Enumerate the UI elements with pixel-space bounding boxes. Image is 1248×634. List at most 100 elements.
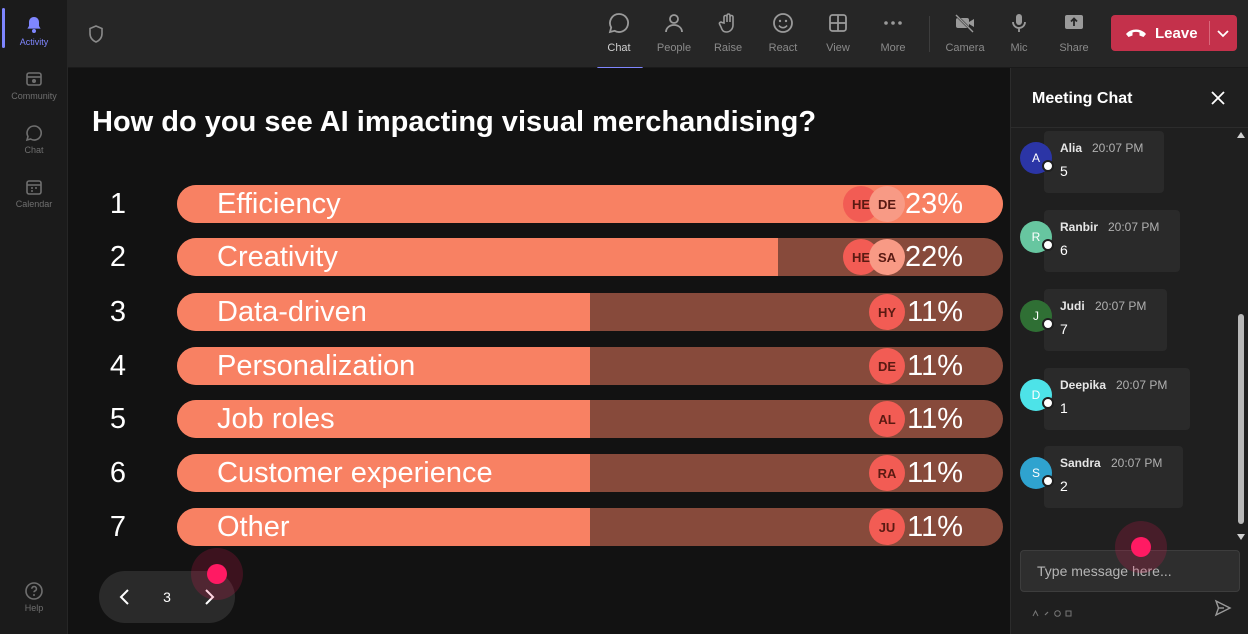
hand-icon xyxy=(715,10,741,36)
toolbar-camera-button[interactable]: Camera xyxy=(940,10,990,62)
scroll-down-icon[interactable] xyxy=(1237,534,1245,540)
toolbar-label: People xyxy=(656,42,692,54)
camera-off-icon xyxy=(952,10,978,36)
chat-message-time: 20:07 PM xyxy=(1116,378,1168,392)
chat-avatar-initial: R xyxy=(1031,230,1041,244)
poll-option-percent: 22% xyxy=(904,241,963,273)
pointer-highlight xyxy=(191,548,243,600)
app-rail: Activity Community Chat Calendar Help xyxy=(0,0,68,634)
presence-status-icon xyxy=(1042,160,1054,172)
chat-avatar[interactable]: R xyxy=(1020,221,1054,253)
poll-option-fill xyxy=(177,400,590,438)
gif-icon[interactable] xyxy=(1065,604,1072,617)
poll-option-number: 5 xyxy=(109,403,127,435)
chat-message-time: 20:07 PM xyxy=(1095,299,1147,313)
share-icon xyxy=(1061,10,1087,36)
leave-button[interactable]: Leave xyxy=(1111,15,1237,51)
more-icon xyxy=(880,10,906,36)
poll-option-number: 7 xyxy=(109,511,127,543)
rail-item-help[interactable]: Help xyxy=(0,570,68,620)
chat-message-input[interactable] xyxy=(1020,550,1240,592)
poll-option-number: 6 xyxy=(109,457,127,489)
presence-status-icon xyxy=(1042,397,1054,409)
poll-option-percent: 23% xyxy=(904,188,963,220)
rail-active-indicator xyxy=(2,8,5,48)
poll-option-row: 2 Creativity HE SA 22% xyxy=(68,238,1010,276)
chevron-down-icon[interactable] xyxy=(1215,25,1231,41)
chat-avatar[interactable]: J xyxy=(1020,300,1054,332)
poll-option-bar: Personalization DE 11% xyxy=(177,347,1003,385)
send-icon[interactable] xyxy=(1214,599,1232,617)
format-icon[interactable] xyxy=(1032,604,1039,617)
toolbar-label: Share xyxy=(1059,42,1089,54)
chat-message-text: 5 xyxy=(1060,163,1068,179)
poll-option-fill xyxy=(177,347,590,385)
chat-title: Meeting Chat xyxy=(1032,90,1133,107)
attach-icon[interactable] xyxy=(1043,604,1050,616)
chat-message-time: 20:07 PM xyxy=(1111,456,1163,470)
voter-avatar: RA xyxy=(869,455,905,491)
leave-label: Leave xyxy=(1155,24,1198,42)
toolbar-share-button[interactable]: Share xyxy=(1049,10,1099,62)
chevron-right-icon[interactable] xyxy=(197,585,221,609)
rail-item-activity[interactable]: Activity xyxy=(0,4,68,54)
leave-divider xyxy=(1209,21,1210,45)
chat-message: Alia 20:07 PM 5 xyxy=(1044,131,1164,193)
toolbar-more-button[interactable]: More xyxy=(868,10,918,62)
voter-avatar: HY xyxy=(869,294,905,330)
rail-item-calendar[interactable]: Calendar xyxy=(0,166,68,216)
voter-avatar: DE xyxy=(869,348,905,384)
chat-message-text: 7 xyxy=(1060,321,1068,337)
poll-option-percent: 11% xyxy=(907,457,963,489)
toolbar-divider xyxy=(929,16,930,52)
toolbar-chat-button[interactable]: Chat xyxy=(594,10,644,70)
toolbar-mic-button[interactable]: Mic xyxy=(994,10,1044,62)
scroll-thumb[interactable] xyxy=(1238,314,1244,524)
presence-status-icon xyxy=(1042,239,1054,251)
poll-option-fill xyxy=(177,454,590,492)
chat-scrollbar[interactable] xyxy=(1235,130,1247,542)
poll-option-label: Creativity xyxy=(217,241,338,273)
chat-message: Judi 20:07 PM 7 xyxy=(1044,289,1167,351)
chat-avatar[interactable]: A xyxy=(1020,142,1054,174)
chat-message-author: Sandra xyxy=(1060,456,1101,470)
compose-toolbar xyxy=(1032,604,1072,617)
toolbar-view-button[interactable]: View xyxy=(813,10,863,62)
emoji-icon[interactable] xyxy=(1054,604,1061,617)
slide-pager: 3 xyxy=(99,571,235,623)
presentation-stage: How do you see AI impacting visual merch… xyxy=(68,68,1010,634)
chat-avatar-initial: J xyxy=(1033,309,1039,323)
chevron-left-icon[interactable] xyxy=(113,585,137,609)
poll-option-row: 7 Other JU 11% xyxy=(68,508,1010,546)
voter-avatar: DE xyxy=(869,186,905,222)
chat-message-author: Deepika xyxy=(1060,378,1107,392)
toolbar-react-button[interactable]: React xyxy=(758,10,808,62)
rail-item-chat[interactable]: Chat xyxy=(0,112,68,162)
close-icon[interactable] xyxy=(1209,89,1227,107)
chat-message-author: Alia xyxy=(1060,141,1083,155)
poll-option-number: 1 xyxy=(109,188,127,220)
toolbar-label: React xyxy=(768,42,798,54)
poll-option-percent: 11% xyxy=(907,350,963,382)
rail-item-label: Help xyxy=(24,603,44,613)
poll-option-percent: 11% xyxy=(907,511,963,543)
chat-avatar[interactable]: D xyxy=(1020,379,1054,411)
chat-message-time: 20:07 PM xyxy=(1092,141,1144,155)
chat-header: Meeting Chat xyxy=(1011,68,1248,128)
pointer-highlight xyxy=(1115,521,1167,573)
toolbar-people-button[interactable]: People xyxy=(649,10,699,62)
shield-icon[interactable] xyxy=(86,24,106,44)
rail-item-label: Calendar xyxy=(15,199,53,209)
toolbar-label: More xyxy=(880,42,906,54)
rail-item-community[interactable]: Community xyxy=(0,58,68,108)
poll-option-label: Customer experience xyxy=(217,457,493,489)
poll-option-bar: Efficiency HE DE 23% xyxy=(177,185,1003,223)
meeting-toolbar: Chat People Raise React View More xyxy=(68,0,1248,70)
grid-icon xyxy=(825,10,851,36)
scroll-up-icon[interactable] xyxy=(1237,132,1245,138)
voter-avatar: AL xyxy=(869,401,905,437)
poll-option-number: 3 xyxy=(109,296,127,328)
chat-avatar[interactable]: S xyxy=(1020,457,1054,489)
poll-option-label: Job roles xyxy=(217,403,335,435)
toolbar-raise-button[interactable]: Raise xyxy=(703,10,753,62)
